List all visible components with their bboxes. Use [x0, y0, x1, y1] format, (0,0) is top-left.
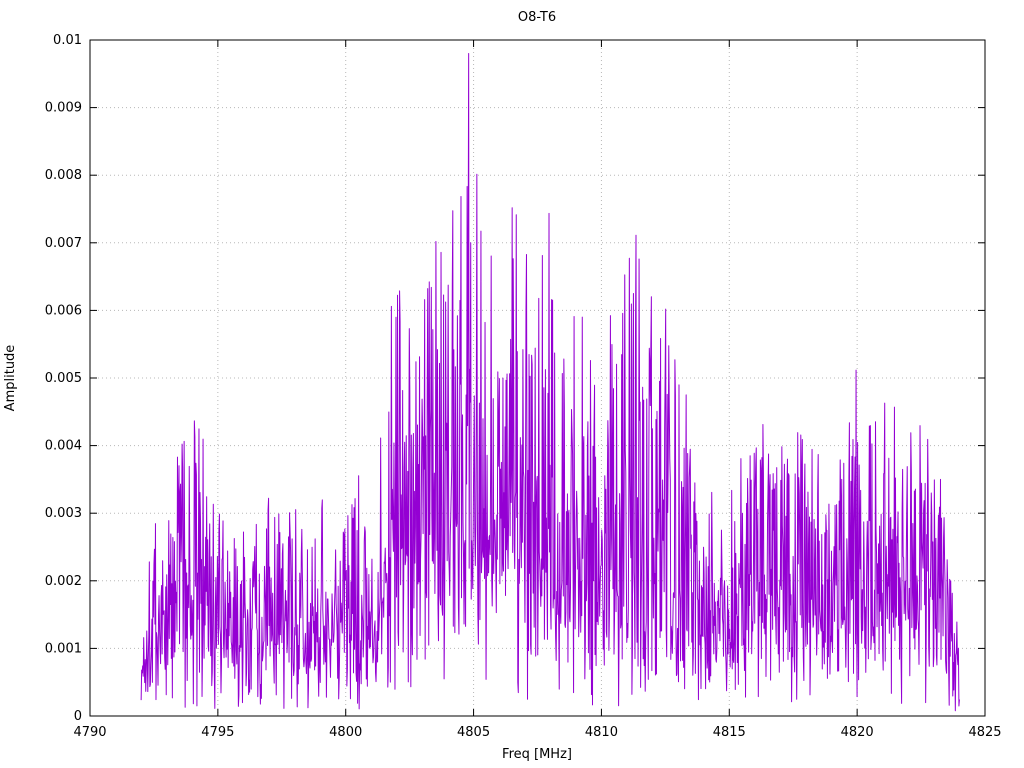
- y-tick-label: 0.006: [45, 303, 82, 318]
- y-tick-label: 0: [74, 709, 82, 724]
- x-tick-label: 4820: [841, 725, 874, 740]
- y-tick-label: 0.009: [45, 101, 82, 116]
- y-tick-label: 0.003: [45, 506, 82, 521]
- plot-border: [89, 39, 986, 717]
- y-tick-label: 0.001: [45, 641, 82, 656]
- y-tick-label: 0.002: [45, 574, 82, 589]
- x-tick-label: 4825: [968, 725, 1001, 740]
- y-tick-label: 0.004: [45, 439, 82, 454]
- tick-labels: 4790 4795 4800 4805 4810 4815 4820 4825 0 0.001 0.…: [45, 33, 1002, 740]
- y-tick-label: 0.01: [53, 33, 82, 48]
- x-tick-label: 4815: [713, 725, 746, 740]
- y-tick-label: 0.007: [45, 236, 82, 251]
- x-tick-label: 4800: [329, 725, 362, 740]
- spectrum-line: [140, 53, 960, 712]
- x-tick-label: 4790: [73, 725, 106, 740]
- y-axis-label: Amplitude: [3, 345, 18, 412]
- x-tick-label: 4810: [585, 725, 618, 740]
- x-axis-label: Freq [MHz]: [502, 747, 572, 762]
- y-tick-label: 0.005: [45, 371, 82, 386]
- y-tick-label: 0.008: [45, 168, 82, 183]
- chart-title: O8-T6: [518, 10, 556, 25]
- x-tick-label: 4805: [457, 725, 490, 740]
- x-tick-label: 4795: [201, 725, 234, 740]
